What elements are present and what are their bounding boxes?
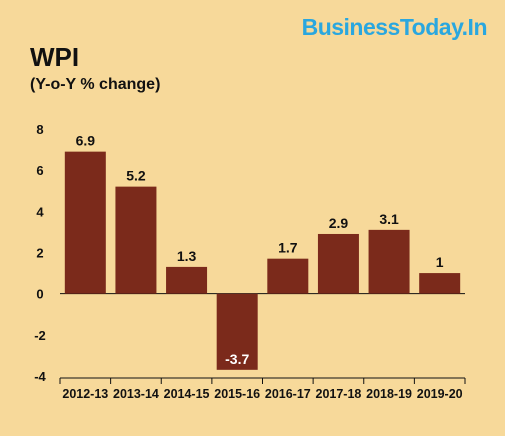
bar (317, 233, 359, 294)
x-tick-label: 2014-15 (164, 387, 210, 401)
brand-logo: BusinessToday.In (301, 14, 488, 40)
x-tick-label: 2016-17 (265, 387, 311, 401)
bar (166, 266, 208, 294)
bar (419, 273, 461, 294)
data-label: 1.7 (278, 240, 298, 256)
chart-subtitle: (Y-o-Y % change) (30, 76, 161, 93)
y-tick-label: 4 (36, 204, 44, 219)
bar (216, 293, 258, 370)
data-label: 1 (436, 254, 444, 270)
x-tick-label: 2018-19 (366, 387, 412, 401)
data-label: 1.3 (177, 248, 197, 264)
data-label: 2.9 (329, 215, 349, 231)
x-tick-label: 2017-18 (316, 387, 362, 401)
y-tick-label: -2 (34, 328, 46, 343)
y-tick-label: -4 (34, 369, 46, 384)
y-tick-label: 0 (36, 287, 43, 302)
chart-title: WPI (30, 42, 80, 72)
bar (368, 229, 410, 294)
y-tick-label: 8 (36, 122, 43, 137)
bar (115, 186, 157, 294)
x-tick-label: 2019-20 (417, 387, 463, 401)
y-tick-label: 2 (36, 246, 43, 261)
data-label: 6.9 (76, 133, 96, 149)
bar (267, 258, 309, 294)
x-tick-label: 2013-14 (113, 387, 159, 401)
bar (64, 151, 106, 294)
data-label: -3.7 (225, 351, 249, 367)
data-label: 3.1 (379, 211, 399, 227)
data-label: 5.2 (126, 168, 146, 184)
x-tick-label: 2012-13 (62, 387, 108, 401)
y-tick-label: 6 (36, 163, 43, 178)
x-tick-label: 2015-16 (214, 387, 260, 401)
